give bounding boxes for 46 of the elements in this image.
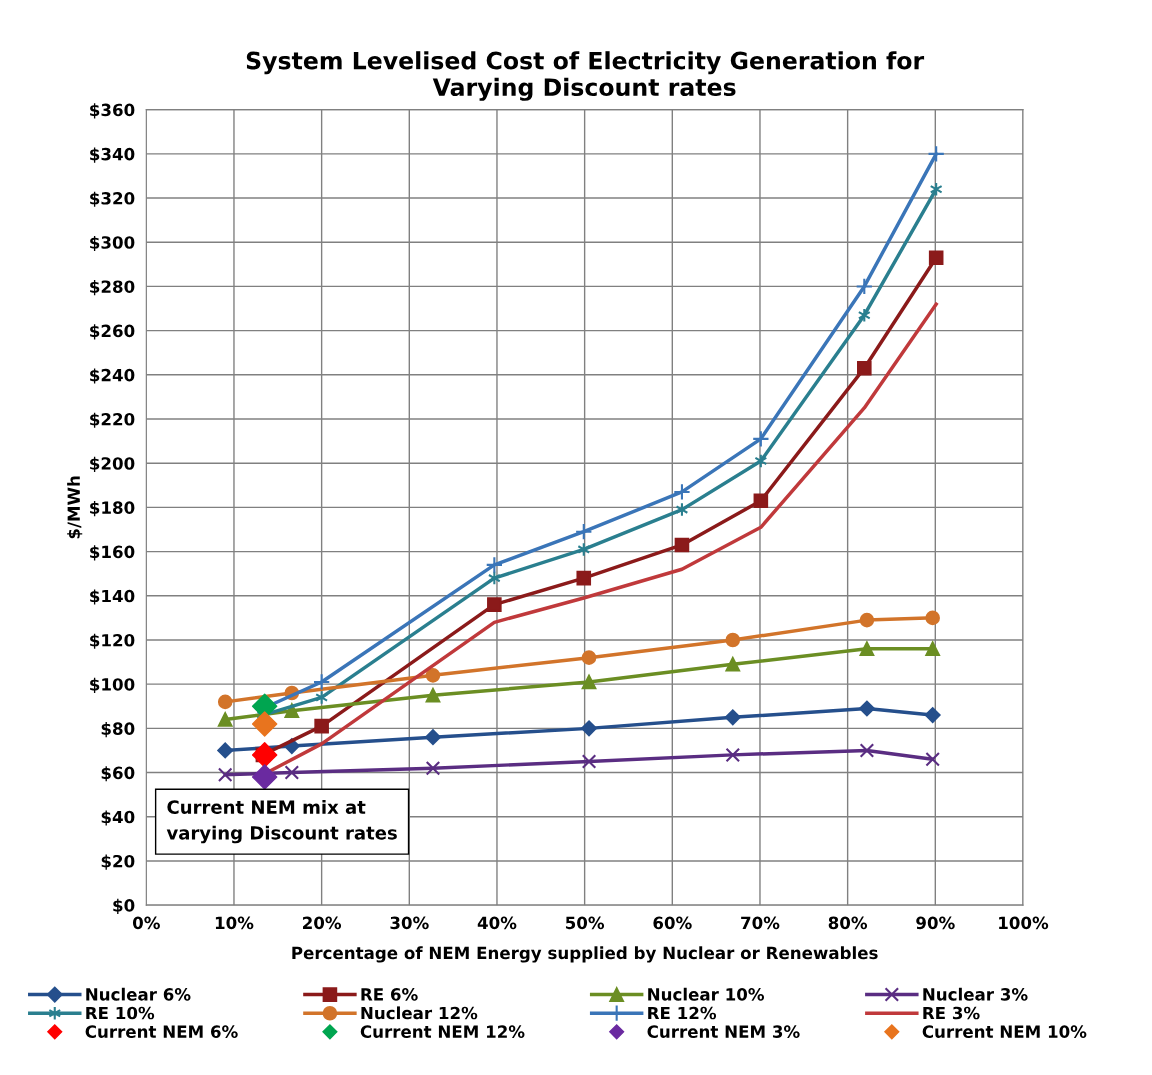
legend-label: Nuclear 3%	[923, 987, 1028, 1001]
x-tick-label: 70%	[741, 916, 780, 930]
x-tick-label: 80%	[828, 916, 868, 930]
y-tick-label: $0	[113, 898, 135, 914]
x-tick-label: 0%	[132, 916, 160, 930]
x-axis-title: Percentage of NEM Energy supplied by Nuclear or Renewables	[292, 946, 878, 963]
y-axis-title: $/MWh	[67, 476, 83, 539]
y-tick-label: $280	[90, 280, 135, 296]
y-tick-label: $100	[90, 677, 135, 693]
legend-label: RE 12%	[648, 1006, 717, 1020]
y-tick-label: $160	[90, 545, 135, 561]
y-tick-label: $180	[90, 501, 135, 517]
y-tick-label: $320	[90, 191, 135, 207]
legend-label: Current NEM 6%	[85, 1025, 238, 1038]
x-tick-label: 100%	[999, 916, 1049, 930]
legend-label: Nuclear 10%	[648, 987, 765, 1001]
y-tick-label: $20	[101, 854, 135, 870]
legend-label: Current NEM 3%	[647, 1025, 800, 1038]
legend-label: Nuclear 12%	[361, 1006, 478, 1020]
legend-label: RE 6%	[361, 988, 418, 1001]
legend-label: Current NEM 12%	[360, 1025, 525, 1038]
x-tick-label: 50%	[565, 916, 605, 930]
y-tick-label: $80	[101, 722, 135, 738]
legend-label: RE 3%	[923, 1006, 980, 1020]
x-tick-label: 90%	[916, 916, 955, 930]
y-tick-label: $200	[90, 456, 135, 472]
legend-label: RE 10%	[86, 1006, 155, 1020]
y-tick-label: $240	[90, 368, 135, 384]
annotation: Current NEM mix at varying Discount rates	[166, 799, 397, 844]
chart-title: System Levelised Cost of Electricity Generation for Varying Discount rates	[246, 51, 925, 101]
x-tick-label: 30%	[390, 916, 429, 930]
x-tick-label: 10%	[215, 916, 254, 930]
x-tick-label: 60%	[653, 916, 692, 930]
y-tick-label: $120	[90, 633, 135, 649]
y-tick-label: $40	[101, 810, 135, 826]
y-tick-label: $220	[90, 412, 135, 428]
y-tick-label: $260	[90, 324, 135, 340]
legend-label: Nuclear 6%	[86, 987, 191, 1001]
y-tick-label: $300	[90, 235, 135, 252]
x-tick-label: 40%	[477, 916, 517, 930]
y-tick-label: $60	[101, 766, 135, 782]
x-tick-label: 20%	[303, 916, 342, 930]
y-tick-label: $360	[90, 103, 135, 119]
y-tick-label: $340	[90, 147, 135, 163]
y-tick-label: $140	[90, 589, 135, 605]
legend-label: Current NEM 10%	[922, 1025, 1087, 1038]
